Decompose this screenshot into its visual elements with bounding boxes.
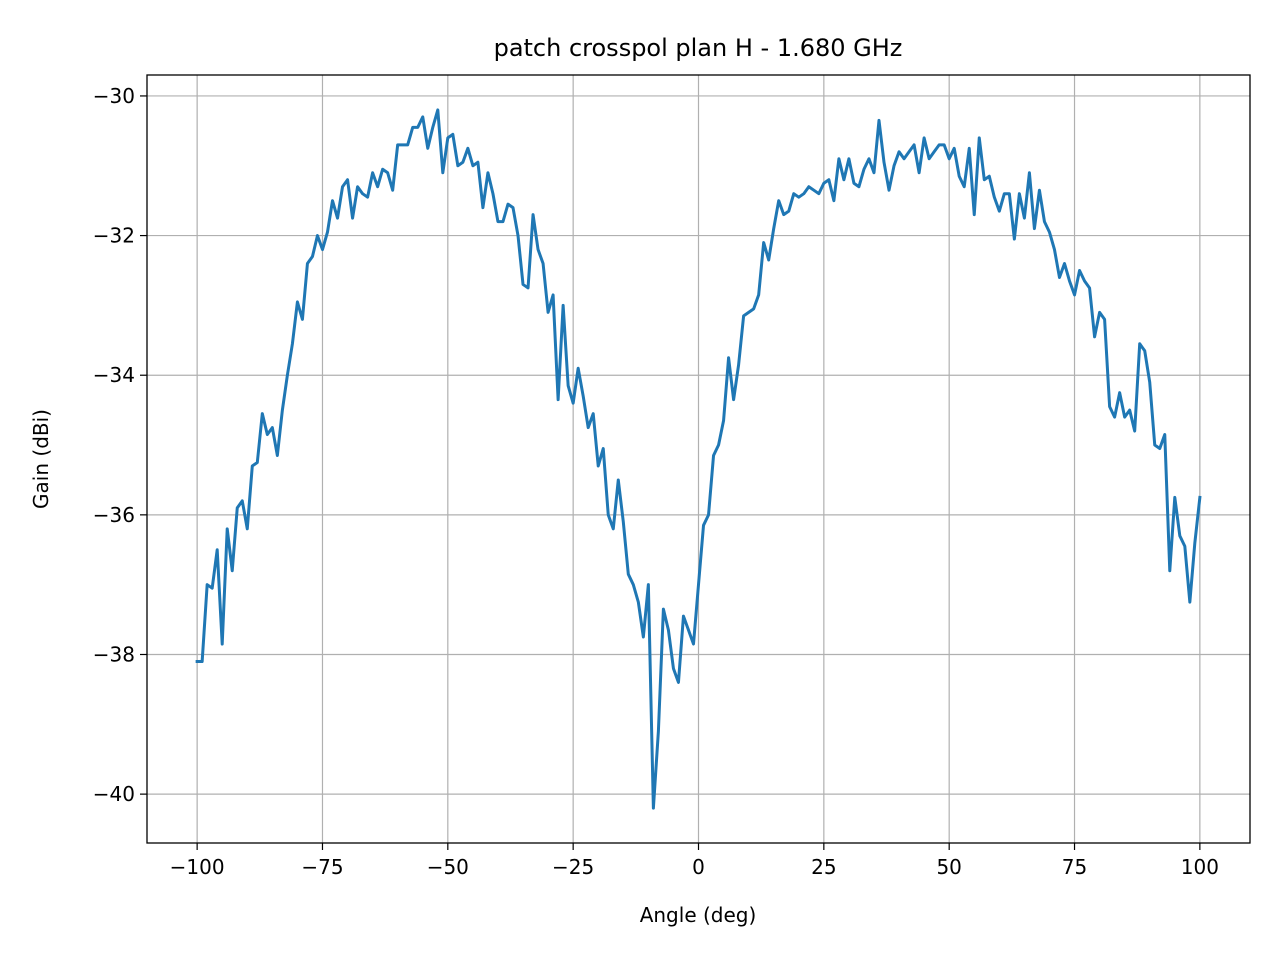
y-tick-label: −30 [93, 84, 135, 108]
y-tick-label: −40 [93, 782, 135, 806]
y-tick-label: −36 [93, 503, 135, 527]
y-tick-label: −34 [93, 363, 135, 387]
x-tick-label: −75 [301, 855, 343, 879]
x-tick-label: −100 [170, 855, 225, 879]
series-layer [195, 108, 1202, 810]
x-tick-label: 75 [1062, 855, 1087, 879]
y-axis: −30 −32 −34 −36 −38 −40 [93, 84, 147, 806]
x-tick-label: 0 [692, 855, 705, 879]
x-axis: −100 −75 −50 −25 0 25 50 75 100 [170, 843, 1219, 879]
grid [147, 75, 1250, 843]
x-tick-label: −50 [427, 855, 469, 879]
y-tick-label: −38 [93, 642, 135, 666]
x-tick-label: 100 [1181, 855, 1219, 879]
x-axis-label: Angle (deg) [640, 903, 757, 927]
series-line [195, 108, 1202, 810]
x-tick-label: −25 [552, 855, 594, 879]
y-tick-label: −32 [93, 224, 135, 248]
y-axis-label: Gain (dBi) [29, 409, 53, 509]
chart-title: patch crosspol plan H - 1.680 GHz [494, 34, 903, 62]
x-tick-label: 50 [936, 855, 961, 879]
x-tick-label: 25 [811, 855, 836, 879]
